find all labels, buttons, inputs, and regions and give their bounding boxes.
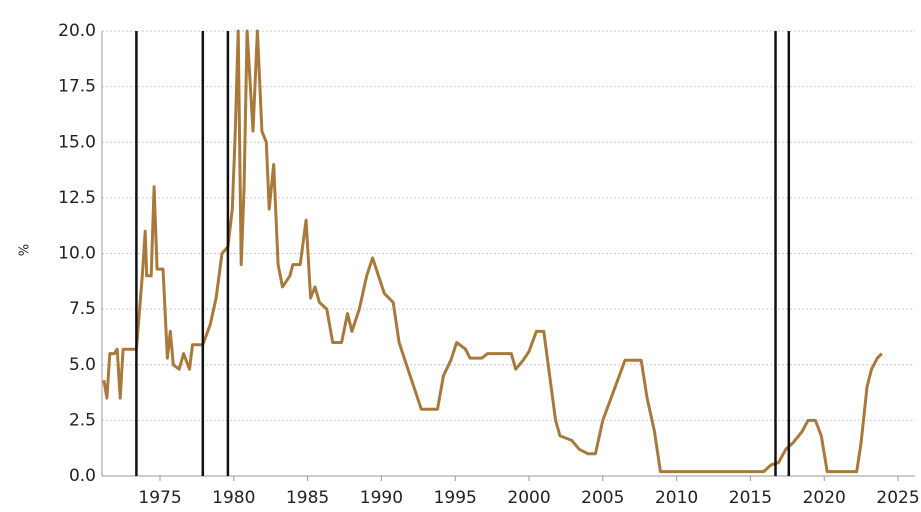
x-tick-label: 1985 (286, 488, 329, 508)
y-tick-label: 10.0 (58, 244, 96, 264)
x-tick-label: 1995 (434, 488, 477, 508)
y-axis-label: % (15, 244, 30, 256)
x-tick-label: 1975 (138, 488, 181, 508)
y-tick-label: 2.5 (69, 410, 96, 430)
x-tick-label: 1980 (212, 488, 255, 508)
y-tick-label: 15.0 (58, 132, 96, 152)
y-tick-label: 0.0 (69, 466, 96, 486)
y-tick-label: 7.5 (69, 299, 96, 319)
x-tick-label: 2010 (655, 488, 698, 508)
x-tick-label: 2020 (803, 488, 846, 508)
x-tick-label: 2015 (729, 488, 772, 508)
y-tick-label: 12.5 (58, 188, 96, 208)
rate-line (102, 29, 883, 474)
x-tick-label: 1990 (360, 488, 403, 508)
x-tick-label: 2025 (876, 488, 919, 508)
x-tick-label: 2005 (581, 488, 624, 508)
y-tick-label: 5.0 (69, 355, 96, 375)
y-tick-label: 17.5 (58, 77, 96, 97)
y-tick-label: 20.0 (58, 21, 96, 41)
x-tick-label: 2000 (507, 488, 550, 508)
